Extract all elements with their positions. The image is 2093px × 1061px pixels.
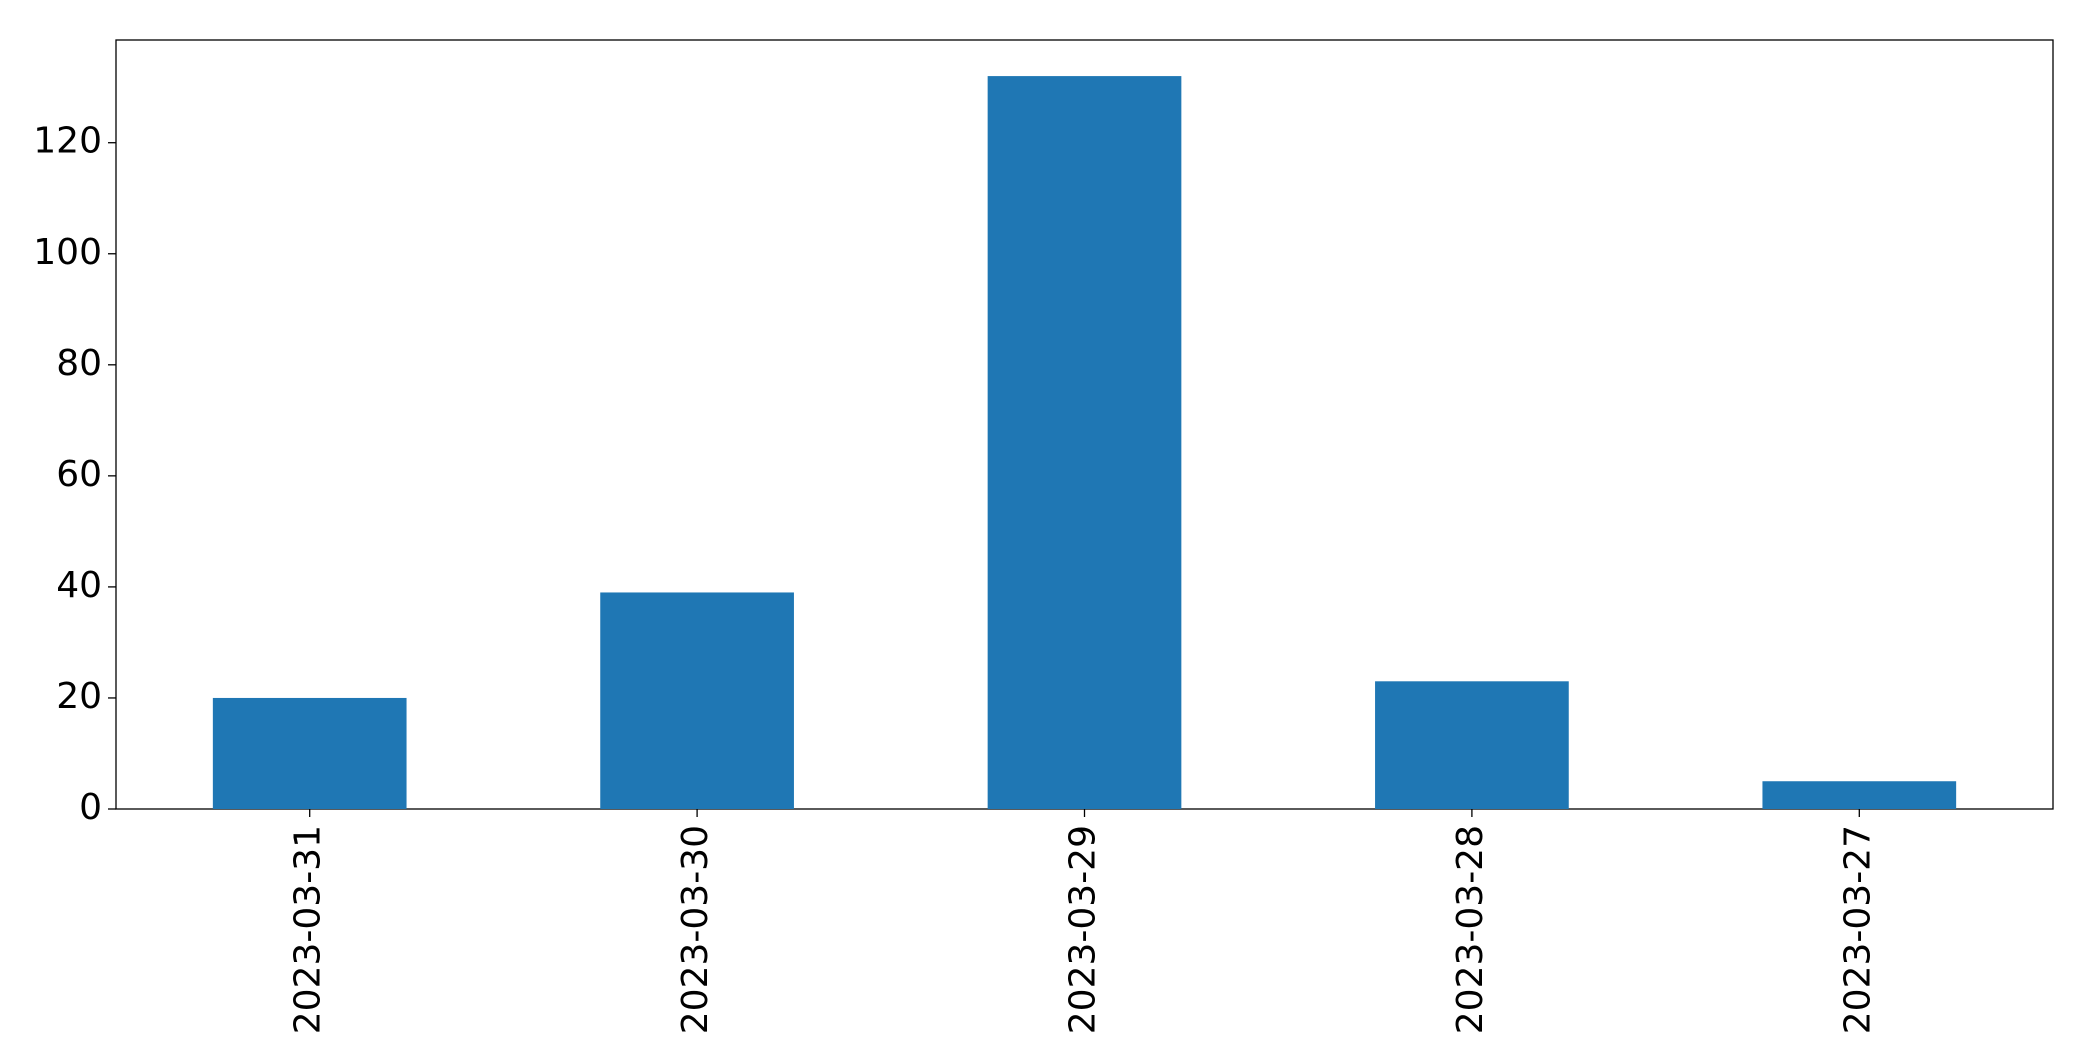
bar	[987, 76, 1182, 809]
y-tick-label: 0	[79, 787, 102, 828]
x-tick-label: 2023-03-30	[675, 825, 716, 1034]
x-tick-label: 2023-03-29	[1063, 825, 1104, 1034]
x-tick-label: 2023-03-31	[288, 825, 329, 1034]
bar	[212, 697, 407, 809]
bar	[1762, 781, 1957, 809]
y-tick-label: 120	[33, 121, 102, 162]
y-tick-label: 20	[56, 676, 102, 717]
y-tick-label: 100	[33, 232, 102, 273]
y-tick-label: 80	[56, 343, 102, 384]
x-tick-label: 2023-03-28	[1450, 825, 1491, 1034]
bar	[1375, 681, 1569, 809]
bar	[600, 592, 794, 809]
y-tick-label: 60	[56, 454, 102, 495]
y-tick-label: 40	[56, 565, 102, 606]
x-tick-label: 2023-03-27	[1837, 825, 1878, 1034]
